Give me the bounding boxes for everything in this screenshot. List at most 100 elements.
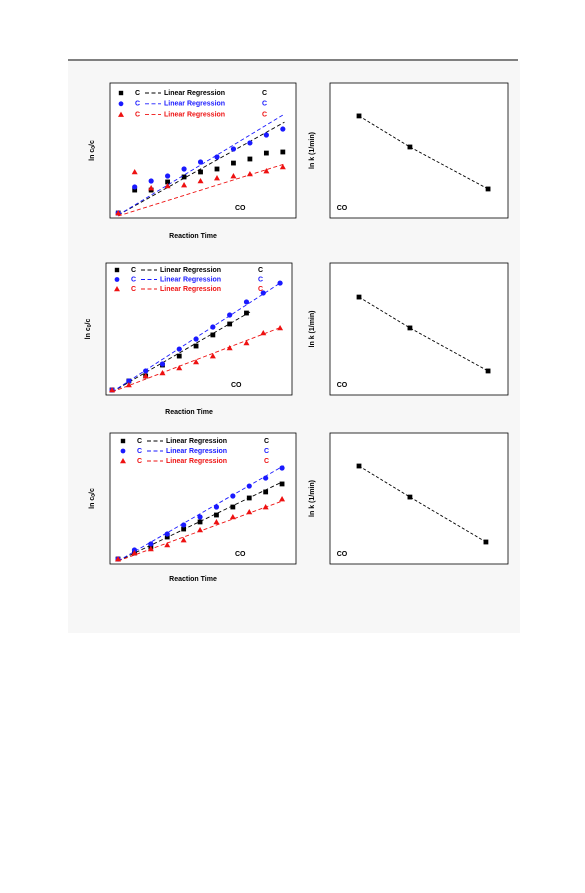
- y-axis-label-sub: 0: [91, 146, 97, 149]
- annotation: CO: [235, 551, 246, 558]
- data-point: [181, 174, 187, 180]
- legend-fit-label: Linear Regression: [160, 286, 221, 293]
- data-point: [176, 346, 182, 352]
- data-point: [230, 493, 236, 499]
- data-point: [263, 168, 270, 174]
- data-point: [180, 537, 187, 543]
- data-point: [280, 149, 286, 155]
- regression-line: [118, 121, 285, 216]
- data-point: [181, 182, 188, 188]
- y-axis-label-sub: 0: [91, 494, 97, 497]
- y-axis-label: ln c0/c: [89, 488, 97, 509]
- data-point: [214, 154, 220, 160]
- data-point: [277, 280, 283, 286]
- legend-suffix: C: [264, 448, 269, 455]
- legend-suffix: C: [264, 438, 269, 445]
- legend-fit-label: Linear Regression: [164, 111, 225, 118]
- plot-frame: [109, 82, 297, 219]
- legend-fit-label: Linear Regression: [166, 438, 227, 445]
- legend-name: C: [137, 438, 142, 445]
- data-point: [198, 169, 203, 175]
- data-point: [126, 378, 132, 384]
- data-point: [485, 368, 491, 374]
- y-axis-label-main: ln c: [89, 497, 96, 509]
- y-axis-label-tail: /c: [89, 488, 96, 494]
- legend-suffix: C: [262, 111, 267, 118]
- data-point: [210, 324, 216, 330]
- data-point: [407, 325, 413, 331]
- data-point: [214, 512, 219, 518]
- annotation: CO: [235, 205, 246, 212]
- legend-marker: [114, 277, 120, 282]
- data-point: [227, 312, 233, 318]
- data-point: [280, 126, 286, 132]
- legend-fit-label: Linear Regression: [166, 458, 227, 465]
- plot-frame: [329, 262, 509, 396]
- data-point: [125, 381, 132, 388]
- data-point: [181, 526, 187, 532]
- legend-name: C: [131, 276, 136, 283]
- data-point: [227, 321, 233, 327]
- data-point: [148, 541, 154, 547]
- data-point: [247, 156, 253, 162]
- y-axis-label-tail: /c: [85, 319, 92, 325]
- data-point: [131, 547, 138, 553]
- legend-marker: [118, 111, 124, 117]
- data-point: [132, 187, 138, 193]
- data-point: [279, 481, 285, 487]
- legend-marker: [120, 438, 126, 444]
- data-point: [279, 163, 286, 170]
- annotation: CO: [337, 382, 348, 389]
- data-point: [164, 542, 171, 548]
- annotation: CO: [337, 205, 348, 212]
- data-point: [247, 140, 253, 146]
- x-axis-label: Reaction Time: [169, 576, 217, 583]
- data-point: [356, 113, 362, 119]
- data-point: [213, 504, 220, 510]
- data-point: [193, 343, 199, 349]
- data-point: [115, 556, 122, 562]
- data-point: [193, 336, 199, 342]
- y-axis-label-main: ln k (1/min): [309, 311, 316, 348]
- data-point: [229, 513, 236, 520]
- legend-fit-label: Linear Regression: [160, 276, 221, 283]
- annotation: CO: [337, 551, 348, 558]
- data-point: [213, 518, 220, 525]
- y-axis-label: ln k (1/min): [309, 311, 316, 348]
- legend-marker: [114, 286, 120, 292]
- y-axis-label-main: ln c: [85, 327, 92, 339]
- data-point: [193, 359, 200, 365]
- data-point: [164, 534, 170, 540]
- plot-frame: [329, 432, 509, 565]
- data-point: [197, 526, 204, 533]
- regression-line: [118, 163, 285, 217]
- data-point: [164, 531, 170, 537]
- data-point: [260, 290, 266, 296]
- y-axis-label-tail: /c: [89, 140, 96, 146]
- legend-name: C: [137, 448, 142, 455]
- plot-frame: [329, 82, 509, 219]
- data-point: [131, 168, 138, 175]
- regression-line: [117, 465, 284, 562]
- data-point: [142, 372, 149, 379]
- data-point: [197, 178, 204, 184]
- data-point: [246, 508, 253, 515]
- legend-marker: [114, 267, 120, 273]
- legend-name: C: [137, 458, 142, 465]
- data-point: [263, 475, 269, 481]
- y-axis-label: ln c0/c: [85, 319, 93, 340]
- data-point: [209, 353, 216, 359]
- data-point: [197, 159, 204, 165]
- data-point: [148, 178, 154, 184]
- data-point: [197, 514, 203, 520]
- data-point: [165, 173, 171, 179]
- data-point: [147, 545, 154, 552]
- data-point: [210, 332, 216, 338]
- y-axis-label: ln k (1/min): [309, 132, 316, 169]
- data-point: [159, 361, 166, 367]
- legend-suffix: C: [262, 101, 267, 108]
- legend-fit-label: Linear Regression: [160, 267, 221, 274]
- data-point: [226, 345, 233, 351]
- legend-suffix: C: [258, 267, 263, 274]
